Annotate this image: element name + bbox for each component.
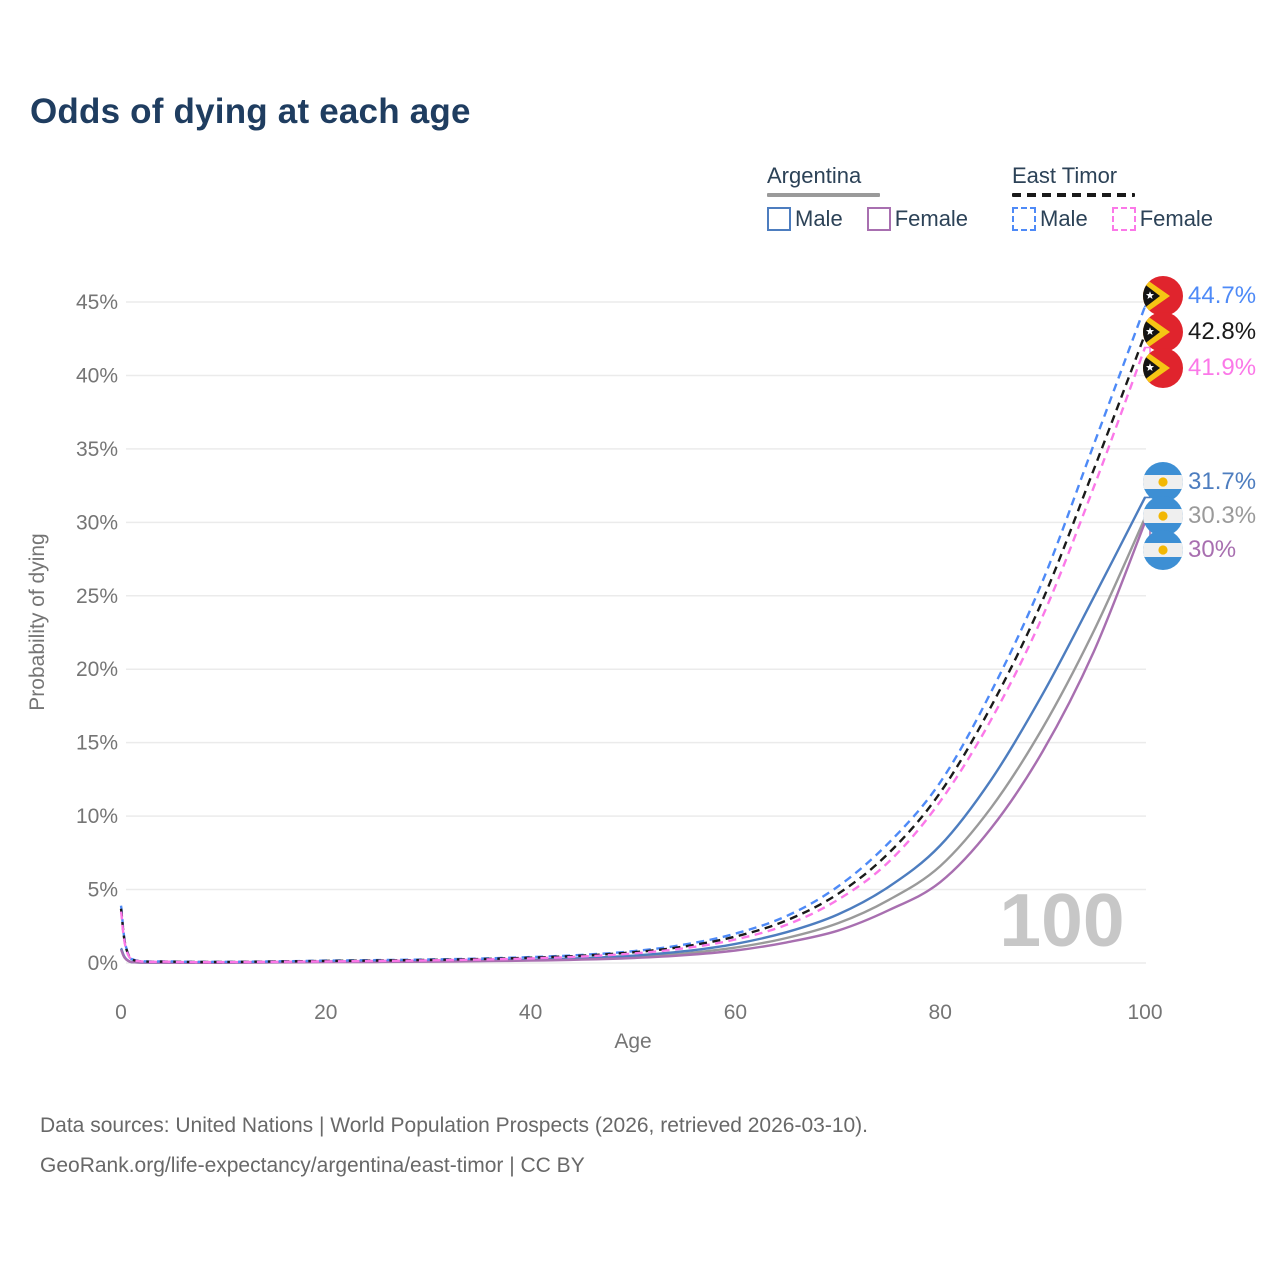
y-tick-label: 35%	[76, 438, 118, 461]
age-watermark: 100	[999, 878, 1124, 962]
x-tick-label: 60	[724, 1001, 747, 1024]
y-axis-title: Probability of dying	[26, 533, 49, 710]
y-tick-label: 15%	[76, 732, 118, 755]
attribution-text: GeoRank.org/life-expectancy/argentina/ea…	[40, 1154, 585, 1177]
axis-ticks: 0% 5% 10% 15% 20% 25% 30% 35% 40% 45% 0 20 40 60 80 100	[76, 291, 1163, 1024]
legend-row-argentina: Male Female	[767, 206, 968, 232]
legend-item-east-timor-male[interactable]: Male	[1012, 206, 1088, 232]
x-tick-label: 20	[314, 1001, 337, 1024]
leader-line	[1144, 521, 1157, 551]
series-line-east-timor-female	[119, 347, 1147, 964]
legend-item-argentina-male[interactable]: Male	[767, 206, 843, 232]
leader-line	[1144, 346, 1157, 370]
gridlines	[126, 301, 1146, 964]
argentina-female-swatch-icon	[866, 207, 891, 231]
east-timor-female-swatch-icon	[1111, 207, 1136, 231]
x-tick-label: 0	[115, 1001, 127, 1024]
x-axis-title: Age	[614, 1030, 651, 1053]
legend-label-east-timor-female: Female	[1139, 206, 1214, 231]
legend-group-east-timor: East Timor Male Female	[1012, 163, 1213, 232]
legend-row-east-timor: Male Female	[1012, 206, 1213, 232]
data-sources-text: Data sources: United Nations | World Pop…	[40, 1114, 869, 1137]
legend: Argentina Male Female East Timor Male	[0, 0, 1280, 250]
footer: Data sources: United Nations | World Pop…	[40, 1106, 868, 1186]
x-tick-label: 100	[1127, 1001, 1162, 1024]
x-tick-label: 80	[929, 1001, 952, 1024]
legend-line-sample-argentina	[767, 193, 880, 197]
y-tick-label: 25%	[76, 585, 118, 608]
y-tick-label: 20%	[76, 658, 118, 681]
legend-label-argentina-male: Male	[795, 206, 843, 231]
argentina-male-swatch-icon	[767, 207, 791, 231]
series-line-argentina-male	[119, 496, 1147, 964]
leader-line	[1144, 331, 1157, 336]
leader-line	[1144, 480, 1157, 499]
y-tick-label: 45%	[76, 291, 118, 314]
y-tick-label: 0%	[88, 952, 118, 975]
legend-group-argentina: Argentina Male Female	[767, 163, 968, 232]
legend-label-argentina-female: Female	[894, 206, 969, 231]
y-tick-label: 30%	[76, 511, 118, 534]
x-tick-label: 40	[519, 1001, 542, 1024]
legend-country-east-timor: East Timor	[1012, 163, 1118, 188]
legend-label-east-timor-male: Male	[1040, 206, 1088, 231]
leader-line	[1144, 514, 1157, 519]
legend-country-argentina: Argentina	[767, 163, 862, 188]
y-tick-label: 5%	[88, 879, 118, 902]
east-timor-male-swatch-icon	[1012, 207, 1036, 231]
legend-item-east-timor-female[interactable]: Female	[1111, 206, 1214, 232]
series-line-east-timor-male	[119, 305, 1147, 964]
y-tick-label: 10%	[76, 805, 118, 828]
legend-item-argentina-female[interactable]: Female	[866, 206, 969, 232]
page-title: Odds of dying at each age	[30, 92, 471, 131]
series-line-east-timor-both	[119, 333, 1147, 964]
series-line-argentina-both	[119, 517, 1147, 964]
legend-line-sample-east-timor	[1012, 193, 1135, 197]
y-tick-label: 40%	[76, 364, 118, 387]
